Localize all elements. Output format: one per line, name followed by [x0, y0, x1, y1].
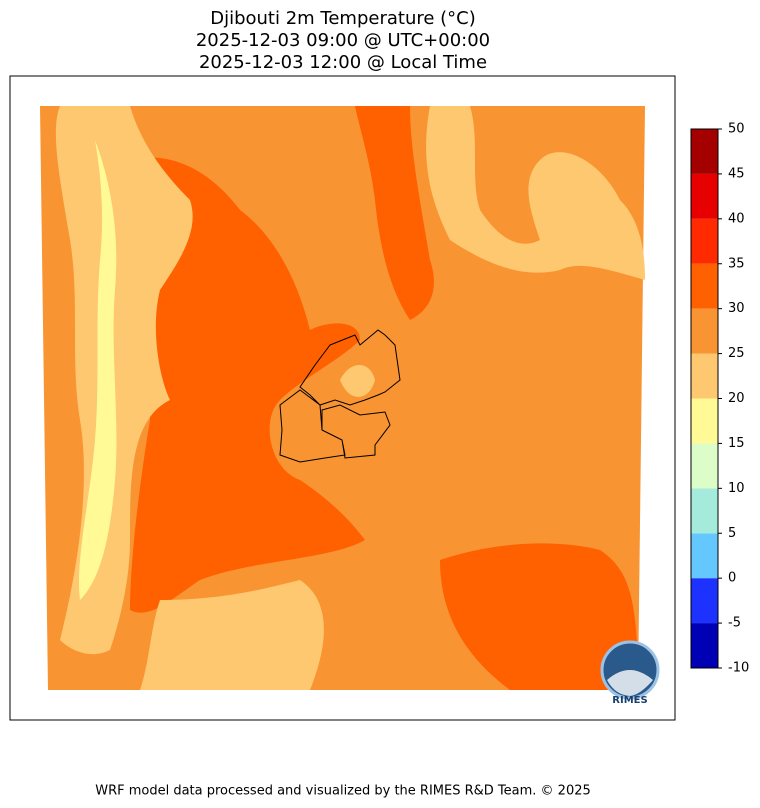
colorbar-tick-label: 50: [728, 122, 745, 137]
map-field: [40, 106, 660, 700]
colorbar-tick-label: 0: [728, 571, 736, 586]
colorbar-tick-label: 5: [728, 526, 736, 541]
colorbar-segment: [691, 533, 718, 579]
colorbar-segment: [691, 578, 718, 624]
colorbar-tick-label: 10: [728, 481, 745, 496]
colorbar-tick-label: 15: [728, 436, 745, 451]
colorbar-segment: [691, 488, 718, 534]
colorbar-tick-label: 40: [728, 211, 745, 226]
colorbar-tick-label: -5: [728, 616, 741, 631]
colorbar-tick-label: 35: [728, 256, 745, 271]
title-line: 2025-12-03 09:00 @ UTC+00:00: [196, 30, 490, 51]
colorbar: -10 -5 0 5 10 15 20 25 30 35 40 45 50: [690, 122, 749, 676]
colorbar-segment: [691, 218, 718, 264]
title-line: 2025-12-03 12:00 @ Local Time: [199, 52, 487, 73]
colorbar-segment: [691, 353, 718, 399]
colorbar-segment: [691, 173, 718, 219]
title-block: Djibouti 2m Temperature (°C)2025-12-03 0…: [196, 8, 490, 73]
colorbar-tick-label: -10: [728, 661, 749, 676]
footer: WRF model data processed and visualized …: [95, 784, 591, 799]
colorbar-segment: [691, 129, 718, 174]
colorbar-segment: [691, 308, 718, 354]
colorbar-segment: [691, 623, 718, 668]
colorbar-tick-label: 20: [728, 391, 745, 406]
logo-text: RIMES: [612, 695, 647, 706]
map-frame: [9, 75, 676, 721]
colorbar-tick-label: 45: [728, 166, 745, 181]
colorbar-segment: [691, 443, 718, 489]
colorbar-segment: [691, 398, 718, 444]
colorbar-tick-label: 30: [728, 301, 745, 316]
colorbar-segment: [691, 263, 718, 309]
colorbar-tick-label: 25: [728, 346, 745, 361]
title-line: Djibouti 2m Temperature (°C): [210, 8, 476, 29]
